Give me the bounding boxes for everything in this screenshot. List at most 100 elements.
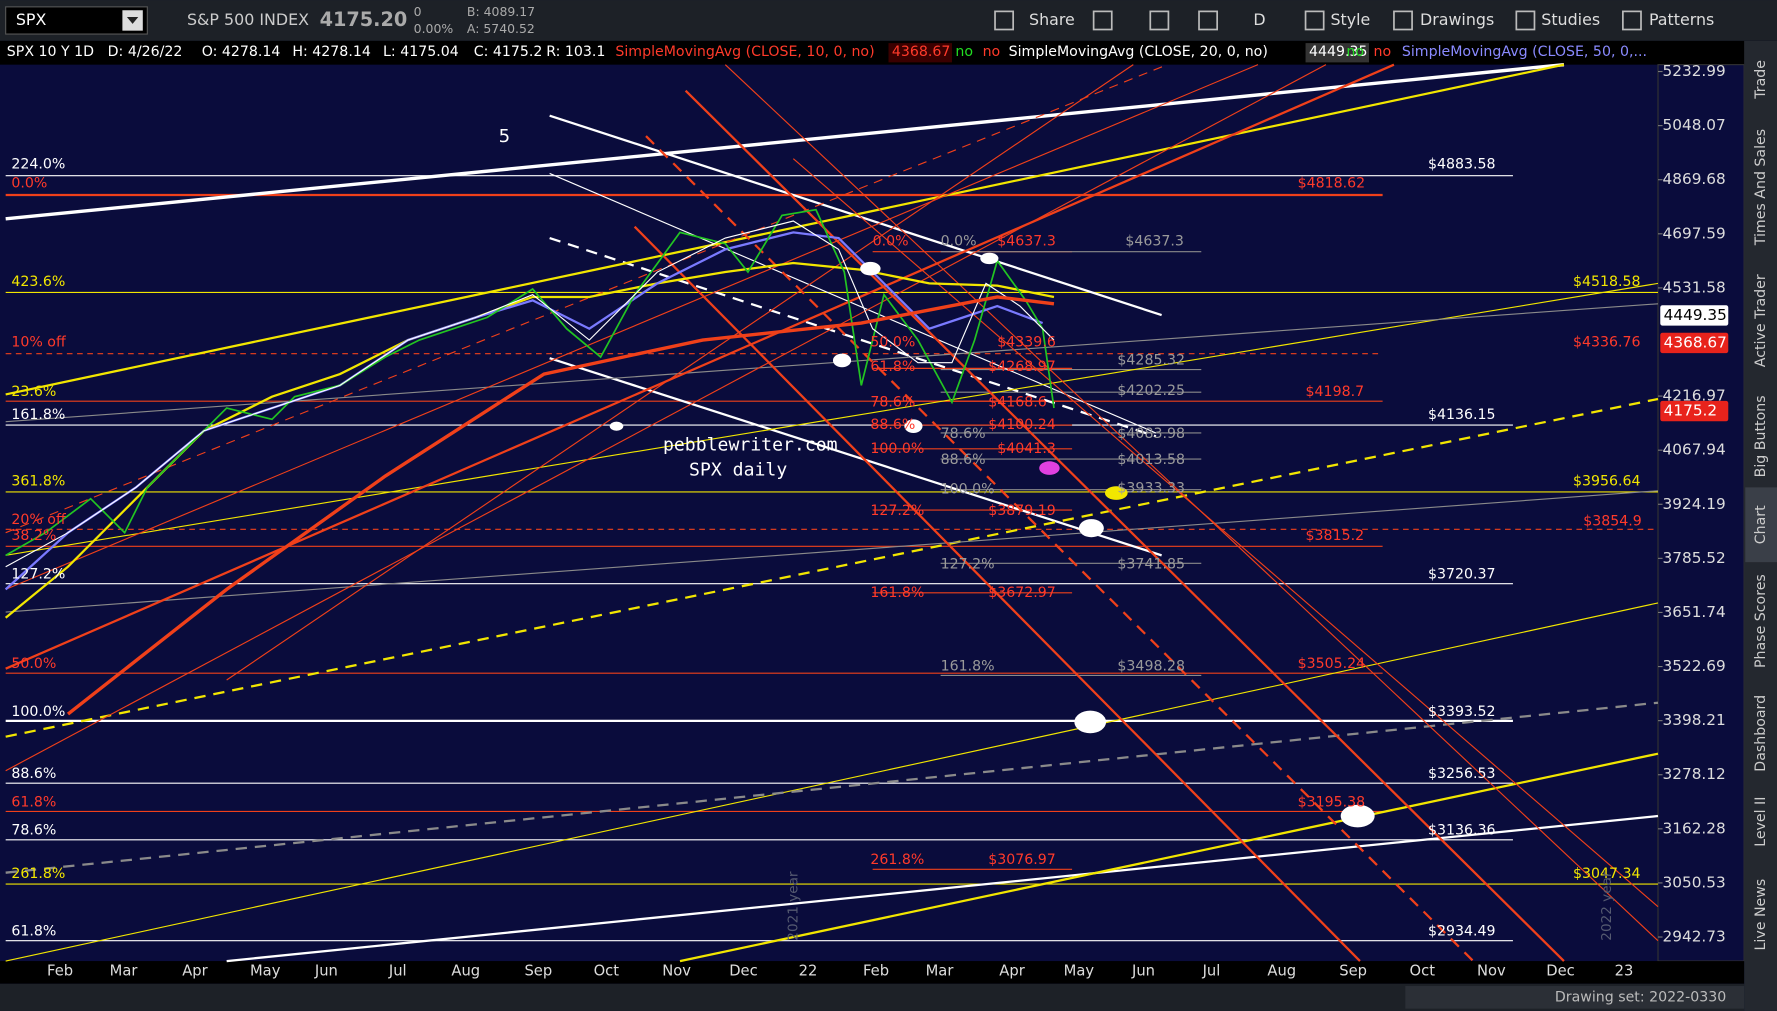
toolbar-button[interactable]: D xyxy=(1253,10,1265,29)
annotation: 127.2% xyxy=(941,556,995,572)
change-pct: 0.00% xyxy=(414,21,454,36)
annotation: $4268.97 xyxy=(988,359,1056,375)
annotation: 0.0% xyxy=(873,233,909,249)
price-marker xyxy=(1660,400,1729,422)
side-tab[interactable]: Times And Sales xyxy=(1753,129,1769,246)
toolbar-bg xyxy=(0,0,1777,41)
toolbar-icon[interactable] xyxy=(1304,10,1325,31)
toolbar-icon[interactable] xyxy=(1198,10,1219,31)
toolbar-icon[interactable] xyxy=(994,10,1015,31)
marker xyxy=(980,252,999,265)
time-label: Feb xyxy=(47,962,73,979)
annotation: $3047.34 xyxy=(1573,866,1641,882)
toolbar-button[interactable]: Studies xyxy=(1541,10,1600,29)
toolbar-button[interactable]: Share xyxy=(1029,10,1075,29)
annotation: 50.0% xyxy=(11,656,56,672)
time-label: May xyxy=(1064,962,1095,979)
annotation: $3136.36 xyxy=(1428,823,1496,839)
trend-line xyxy=(5,282,1659,556)
trend-line xyxy=(5,63,1395,670)
symbol[interactable]: SPX xyxy=(16,10,47,29)
price-tick-label: 4067.94 xyxy=(1663,441,1726,459)
time-label: Jun xyxy=(314,962,338,979)
price-marker xyxy=(1660,332,1729,354)
price-tick-label: 2942.73 xyxy=(1663,928,1726,946)
annotation: $3195.38 xyxy=(1298,794,1366,810)
study-name: SimpleMovingAvg (CLOSE, 50, 0,... xyxy=(1402,44,1647,60)
annotation: $3256.53 xyxy=(1428,766,1496,782)
toolbar-icon[interactable] xyxy=(1515,10,1536,31)
annotation: 61.8% xyxy=(11,924,56,940)
annotation: $4336.76 xyxy=(1573,334,1641,350)
annotation: 38.2% xyxy=(11,528,56,544)
ask: A: 5740.52 xyxy=(467,21,535,36)
time-label: Oct xyxy=(1410,962,1436,979)
side-tab[interactable]: Live News xyxy=(1753,879,1769,951)
study-name: SimpleMovingAvg (CLOSE, 20, 0, no) xyxy=(1009,44,1268,60)
annotation: $4013.58 xyxy=(1117,452,1185,468)
annotation: 78.6% xyxy=(941,426,986,442)
study-value: 4449.35 xyxy=(1309,44,1368,60)
time-label: Apr xyxy=(999,962,1025,979)
trend-line xyxy=(226,64,1134,681)
time-label: Sep xyxy=(1339,962,1367,979)
watermark: 2021 year xyxy=(785,871,801,941)
toolbar-icon[interactable] xyxy=(1092,10,1113,31)
change: 0 xyxy=(414,4,422,19)
price-tick-label: 5232.99 xyxy=(1663,62,1726,80)
annotation: $4883.58 xyxy=(1428,156,1496,172)
annotation: $4818.62 xyxy=(1298,176,1366,192)
price-tick-label: 5048.07 xyxy=(1663,116,1726,134)
price-tick-label: 3162.28 xyxy=(1663,819,1726,837)
annotation: 61.8% xyxy=(11,794,56,810)
annotation: 50.0% xyxy=(870,334,915,350)
toolbar-icon[interactable] xyxy=(1622,10,1642,31)
annotation: $4637.3 xyxy=(997,233,1056,249)
marker xyxy=(1340,804,1375,828)
watermark: 2022 year xyxy=(1599,871,1615,941)
side-tab[interactable]: Trade xyxy=(1753,60,1769,100)
sma-10 xyxy=(5,220,1055,568)
time-axis-bg xyxy=(0,961,1745,984)
annotation: $4136.15 xyxy=(1428,407,1496,423)
side-tab[interactable]: Big Buttons xyxy=(1753,395,1769,477)
annotation: SPX daily xyxy=(689,459,787,480)
annotation: $3393.52 xyxy=(1428,704,1496,720)
annotation: $4285.32 xyxy=(1117,352,1185,368)
time-label: Nov xyxy=(1477,962,1506,979)
side-tab[interactable]: Chart xyxy=(1753,505,1769,544)
side-tab[interactable]: Dashboard xyxy=(1753,695,1769,772)
toolbar-button[interactable]: Patterns xyxy=(1649,10,1714,29)
time-label: Nov xyxy=(662,962,691,979)
annotation: $4198.7 xyxy=(1306,384,1365,400)
zoom-bar[interactable] xyxy=(1405,986,1745,1009)
header-item: D: 4/26/22 xyxy=(108,44,183,60)
trend-line xyxy=(5,64,1259,590)
annotation: $4083.98 xyxy=(1117,426,1185,442)
footer: Drawing set: 2022-0330 xyxy=(1555,989,1726,1005)
price-marker-label: 4368.67 xyxy=(1664,333,1727,351)
time-label: May xyxy=(250,962,281,979)
price-tick-label: 3785.52 xyxy=(1663,549,1726,567)
annotation: 23.6% xyxy=(11,384,56,400)
last-price: 4175.20 xyxy=(320,8,408,31)
description: S&P 500 INDEX xyxy=(187,10,309,29)
toolbar-icon[interactable] xyxy=(1149,10,1170,31)
side-tab[interactable]: Phase Scores xyxy=(1753,574,1769,668)
toolbar-icon[interactable] xyxy=(1393,10,1413,31)
price-tick-label: 3050.53 xyxy=(1663,873,1726,891)
study-value: 4368.67 xyxy=(892,44,951,60)
side-tab[interactable]: Active Trader xyxy=(1753,274,1769,367)
toolbar-button[interactable]: Style xyxy=(1330,10,1370,29)
annotation: $3505.24 xyxy=(1298,656,1366,672)
study-flag: no xyxy=(955,44,973,60)
side-tab[interactable]: Level II xyxy=(1753,797,1769,847)
annotation: $4100.24 xyxy=(988,417,1056,433)
study-value-bg xyxy=(888,43,952,63)
study-flag: no xyxy=(1374,44,1392,60)
annotation: $2934.49 xyxy=(1428,924,1496,940)
annotation: $3879.19 xyxy=(988,503,1056,519)
annotation: 423.6% xyxy=(11,274,65,290)
toolbar-button[interactable]: Drawings xyxy=(1420,10,1494,29)
